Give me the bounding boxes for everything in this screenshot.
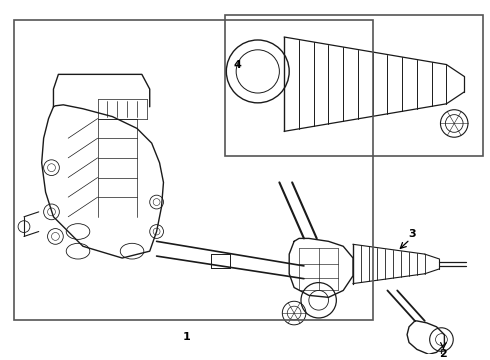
Text: 3: 3 bbox=[408, 229, 416, 239]
Text: 1: 1 bbox=[182, 332, 190, 342]
Text: 2: 2 bbox=[440, 349, 447, 359]
Text: 4: 4 bbox=[233, 59, 241, 69]
Bar bbox=[14, 20, 373, 320]
Bar bbox=[225, 15, 483, 156]
